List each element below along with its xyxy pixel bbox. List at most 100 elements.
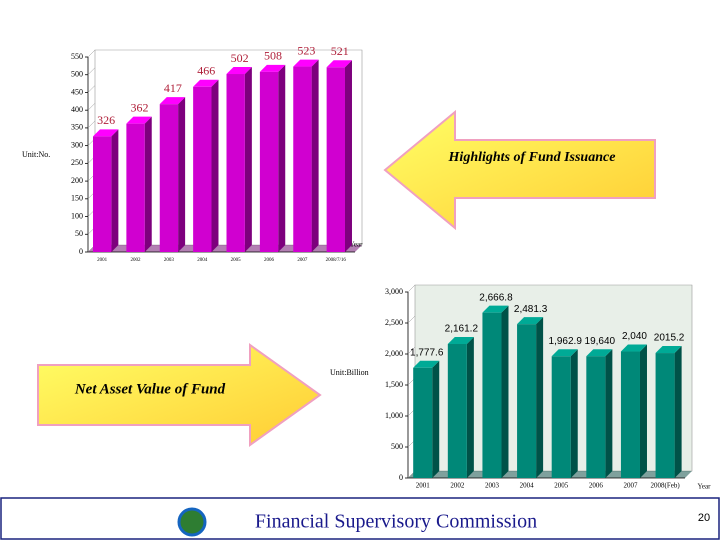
- value-label: 2,666.8: [479, 292, 513, 303]
- grid-line: [87, 67, 96, 75]
- page-number: 20: [698, 512, 710, 524]
- bar: [447, 344, 467, 478]
- bar-side: [211, 79, 219, 252]
- grid-line: [87, 49, 96, 58]
- y-tick-label: 2,000: [385, 349, 403, 358]
- y-tick-label: 300: [71, 140, 83, 149]
- bar-side: [144, 116, 152, 253]
- bar: [259, 71, 279, 253]
- y-tick-label: 100: [71, 211, 83, 220]
- y-tick-label: 1,500: [385, 380, 403, 389]
- bar: [126, 123, 145, 253]
- x-tick-label: 2004: [520, 482, 535, 490]
- y-tick-label: 50: [75, 229, 83, 238]
- bar: [413, 367, 433, 478]
- x-tick-label: 2002: [131, 258, 142, 263]
- arrow-right-text: Net Asset Value of Fund: [74, 381, 226, 397]
- bar-side: [639, 344, 647, 478]
- bar-side: [605, 349, 613, 478]
- bar-side: [466, 337, 474, 478]
- axis-label: Unit:No.: [22, 150, 50, 159]
- x-tick-label: 2005: [231, 258, 242, 263]
- x-tick-label: 2005: [554, 482, 569, 490]
- value-label: 19,640: [585, 336, 616, 347]
- y-tick-label: 3,000: [385, 287, 403, 296]
- bar: [482, 312, 502, 478]
- bar: [655, 353, 675, 478]
- value-label: 502: [231, 51, 249, 65]
- bar-top: [193, 79, 219, 87]
- x-tick-label: 2003: [164, 258, 175, 263]
- footer: [0, 497, 720, 540]
- y-tick-label: 200: [71, 176, 83, 185]
- value-label: 326: [97, 113, 115, 127]
- arrow-left: [383, 109, 656, 231]
- x-tick-label: 2001: [416, 482, 431, 490]
- bar: [193, 86, 212, 252]
- grid-line: [407, 284, 416, 293]
- value-label: 523: [297, 43, 315, 57]
- bar-top: [482, 305, 509, 313]
- bar: [159, 104, 179, 253]
- x-tick-label: 2008/7/16: [326, 258, 347, 263]
- bar-top: [93, 129, 119, 137]
- bar: [620, 351, 640, 478]
- bar: [226, 74, 245, 252]
- grid-line: [87, 103, 96, 111]
- grid-line: [87, 85, 96, 93]
- value-label: 2,040: [622, 331, 647, 342]
- bar-top: [413, 360, 440, 368]
- value-label: 1,962.9: [549, 336, 583, 347]
- axis-label: Unit:Billion: [330, 368, 369, 377]
- bar-side: [178, 97, 186, 253]
- y-tick-label: 350: [71, 123, 83, 132]
- bar-top: [293, 59, 319, 67]
- y-tick-label: 250: [71, 158, 83, 167]
- arrow-left-text: Highlights of Fund Issuance: [448, 150, 616, 165]
- x-tick-label: 2008(Feb): [651, 482, 681, 490]
- y-tick-label: 2,500: [385, 318, 403, 327]
- value-label: 2,481.3: [514, 304, 548, 315]
- arrow-right: [37, 343, 322, 447]
- x-tick-label: 2001: [97, 258, 108, 263]
- value-label: 521: [331, 44, 349, 58]
- y-tick-label: 450: [71, 87, 83, 96]
- bar-side: [344, 60, 352, 253]
- bar-side: [278, 64, 286, 253]
- grid-line: [407, 315, 416, 324]
- bar-top: [551, 349, 578, 357]
- value-label: 466: [197, 64, 215, 78]
- x-tick-label: 2007: [623, 482, 638, 490]
- bar-side: [111, 129, 119, 252]
- bar: [326, 67, 345, 252]
- bar: [293, 66, 312, 252]
- x-tick-label: 2002: [450, 482, 465, 490]
- y-tick-label: 500: [391, 442, 403, 451]
- y-tick-label: 400: [71, 105, 83, 114]
- x-tick-label: 2007: [297, 258, 308, 263]
- x-tick-label: 2003: [485, 482, 500, 490]
- bar-top: [226, 67, 252, 75]
- x-axis-label: Year: [698, 483, 712, 491]
- bar-top: [620, 344, 647, 352]
- x-tick-label: 2004: [197, 258, 208, 263]
- value-label: 2,161.2: [445, 324, 479, 335]
- value-label: 1,777.6: [410, 347, 444, 358]
- bar-side: [311, 59, 319, 253]
- x-tick-label: 2006: [589, 482, 604, 490]
- y-tick-label: 0: [399, 473, 403, 482]
- bar-side: [432, 360, 440, 478]
- value-label: 362: [131, 100, 149, 114]
- x-axis-label: Year: [350, 241, 364, 249]
- y-tick-label: 500: [71, 70, 83, 79]
- bar-top: [586, 349, 613, 357]
- bar: [586, 356, 606, 478]
- bar-side: [536, 317, 544, 478]
- y-tick-label: 1,000: [385, 411, 403, 420]
- grid-line: [407, 346, 416, 355]
- bar-top: [326, 60, 352, 68]
- grid-line: [87, 120, 96, 129]
- bar-top: [655, 346, 682, 354]
- bar-side: [570, 349, 578, 478]
